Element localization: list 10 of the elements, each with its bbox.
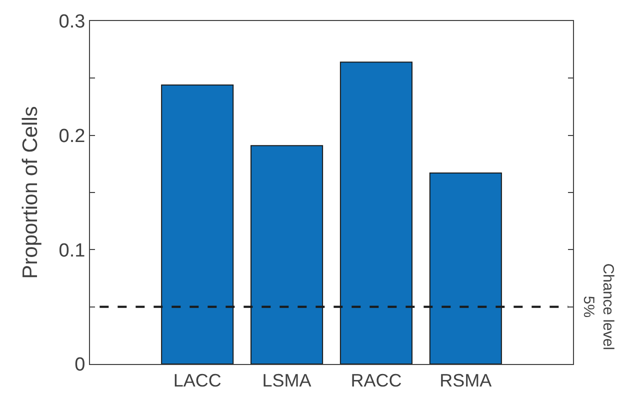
y-tick-label: 0.3 bbox=[58, 12, 86, 33]
x-tick-label: LACC bbox=[173, 370, 222, 391]
y-tick-label: 0 bbox=[74, 354, 86, 376]
y-tick-label: 0.1 bbox=[58, 240, 86, 262]
y-tick-label: 0.2 bbox=[58, 126, 86, 147]
x-tick-label: RSMA bbox=[440, 370, 492, 391]
x-tick-label: RACC bbox=[350, 370, 402, 391]
ref-line-label: Chance level 5% bbox=[580, 263, 616, 350]
y-axis-title: Proportion of Cells bbox=[18, 106, 42, 279]
x-tick-label: LSMA bbox=[262, 370, 312, 391]
